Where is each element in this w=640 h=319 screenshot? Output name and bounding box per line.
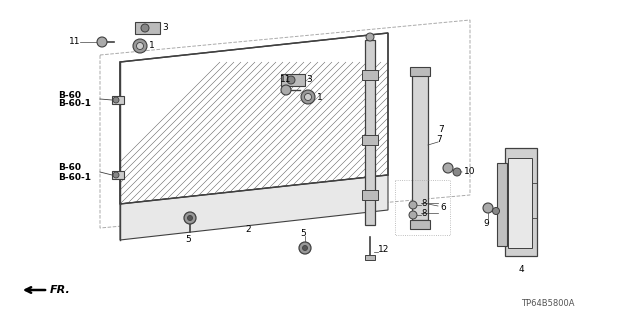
Circle shape [188, 216, 193, 220]
Circle shape [136, 42, 143, 49]
Circle shape [113, 97, 119, 103]
Bar [365, 255, 375, 260]
Polygon shape [120, 33, 388, 204]
Text: 12: 12 [378, 246, 389, 255]
Text: 8: 8 [421, 198, 426, 207]
Circle shape [443, 163, 453, 173]
Text: B-60: B-60 [58, 91, 81, 100]
Bar [412, 75, 428, 220]
Text: B-60: B-60 [58, 164, 81, 173]
Text: 11: 11 [280, 76, 291, 85]
Bar [365, 40, 375, 225]
Bar [395, 180, 450, 235]
Text: 1: 1 [317, 93, 323, 101]
Circle shape [287, 76, 295, 84]
Circle shape [113, 172, 119, 178]
Bar [362, 190, 378, 200]
Text: B-60-1: B-60-1 [58, 100, 91, 108]
Circle shape [281, 85, 291, 95]
Text: 11: 11 [68, 38, 80, 47]
Circle shape [366, 33, 374, 41]
Polygon shape [120, 175, 388, 240]
Bar [112, 171, 124, 179]
Text: 10: 10 [464, 167, 476, 176]
Bar [497, 163, 507, 246]
Circle shape [493, 207, 499, 214]
Text: 4: 4 [518, 265, 524, 275]
Bar [362, 135, 378, 145]
Text: 1: 1 [149, 41, 155, 50]
Circle shape [141, 24, 149, 32]
Circle shape [453, 168, 461, 176]
Text: 3: 3 [306, 75, 312, 84]
Circle shape [483, 203, 493, 213]
Text: 6: 6 [440, 204, 445, 212]
Bar [508, 158, 532, 248]
Circle shape [97, 37, 107, 47]
Circle shape [305, 93, 312, 100]
Bar [410, 220, 430, 229]
Circle shape [299, 242, 311, 254]
Text: 2: 2 [245, 226, 251, 234]
Text: TP64B5800A: TP64B5800A [522, 299, 575, 308]
Text: 5: 5 [185, 235, 191, 244]
Bar [135, 22, 160, 34]
Text: 8: 8 [421, 209, 426, 218]
Bar [362, 70, 378, 80]
Text: 3: 3 [162, 23, 168, 32]
Text: 7: 7 [438, 125, 444, 135]
Bar [505, 148, 537, 256]
Circle shape [409, 201, 417, 209]
Circle shape [409, 211, 417, 219]
Circle shape [301, 90, 315, 104]
Text: 7: 7 [436, 136, 442, 145]
Bar [281, 74, 305, 86]
Text: B-60-1: B-60-1 [58, 173, 91, 182]
Text: FR.: FR. [50, 285, 71, 295]
Circle shape [303, 246, 307, 250]
Bar [112, 96, 124, 104]
Text: 5: 5 [300, 229, 306, 239]
Circle shape [133, 39, 147, 53]
Bar [410, 67, 430, 76]
Circle shape [184, 212, 196, 224]
Text: 9: 9 [483, 219, 489, 228]
